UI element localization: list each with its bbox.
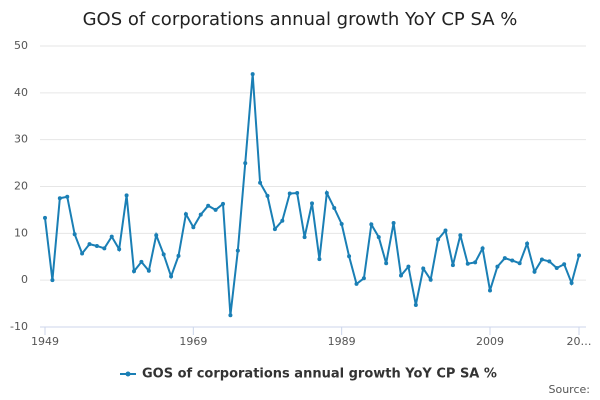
x-tick-label: 20…: [567, 335, 592, 348]
point: [369, 222, 374, 227]
point: [310, 201, 314, 206]
point: [250, 72, 255, 77]
point: [406, 264, 411, 269]
point: [577, 253, 581, 258]
point: [332, 206, 337, 211]
point: [80, 251, 85, 256]
point: [384, 261, 389, 266]
point: [287, 191, 292, 196]
legend-symbol: [125, 371, 131, 377]
point: [391, 221, 396, 226]
x-tick-label: 1989: [328, 335, 356, 348]
point: [347, 254, 352, 259]
point: [221, 201, 225, 206]
point: [139, 259, 144, 264]
point: [94, 243, 99, 248]
point: [399, 273, 403, 278]
point: [525, 241, 530, 246]
point: [109, 234, 114, 239]
point: [72, 232, 77, 237]
point: [473, 260, 478, 265]
point: [169, 274, 174, 279]
point: [317, 257, 322, 262]
point: [198, 212, 203, 217]
point: [176, 253, 181, 258]
point: [272, 227, 277, 232]
point: [280, 218, 285, 223]
point: [539, 257, 544, 262]
point: [569, 280, 574, 285]
point: [258, 180, 263, 185]
x-tick-label: 2009: [476, 335, 504, 348]
point: [562, 262, 567, 267]
point: [302, 235, 307, 240]
point: [213, 207, 218, 212]
point: [421, 266, 426, 271]
point: [376, 235, 381, 240]
point: [547, 259, 552, 264]
x-tick-label: 1969: [179, 335, 207, 348]
point: [43, 215, 47, 220]
point: [295, 191, 300, 196]
legend-label: GOS of corporations annual growth YoY CP…: [142, 367, 497, 382]
point: [517, 261, 522, 266]
y-tick-label: 20: [14, 180, 28, 193]
x-tick-label: 1949: [31, 335, 59, 348]
point: [50, 278, 55, 283]
y-tick-label: 50: [14, 39, 28, 52]
point: [124, 193, 129, 198]
point: [87, 242, 92, 247]
point: [235, 248, 240, 253]
point: [458, 233, 463, 238]
point: [465, 261, 470, 266]
point: [324, 191, 329, 196]
point: [510, 258, 515, 263]
point: [161, 252, 166, 257]
point: [228, 313, 233, 318]
point: [413, 302, 418, 307]
point: [532, 269, 537, 274]
source: Source:: [549, 383, 591, 396]
point: [502, 256, 507, 261]
point: [428, 277, 433, 282]
point: [146, 268, 151, 273]
point: [339, 221, 344, 226]
point: [117, 247, 122, 252]
point: [480, 246, 485, 251]
y-tick-label: 10: [14, 226, 28, 239]
point: [132, 269, 136, 274]
y-tick-label: -10: [10, 320, 28, 333]
point: [450, 263, 455, 268]
point: [65, 194, 70, 199]
point: [495, 264, 500, 269]
point: [57, 196, 62, 201]
point: [436, 237, 441, 242]
point: [243, 161, 248, 166]
point: [554, 265, 559, 270]
y-tick-label: 30: [14, 133, 28, 146]
point: [191, 225, 196, 230]
point: [154, 233, 159, 238]
point: [443, 228, 448, 233]
point: [206, 203, 211, 208]
point: [354, 281, 359, 286]
point: [265, 193, 270, 198]
point: [102, 246, 107, 251]
y-tick-label: 0: [21, 273, 28, 286]
chart-title: GOS of corporations annual growth YoY CP…: [83, 9, 518, 30]
point: [488, 288, 492, 293]
y-tick-label: 40: [14, 86, 28, 99]
point: [361, 276, 366, 281]
point: [183, 212, 188, 217]
